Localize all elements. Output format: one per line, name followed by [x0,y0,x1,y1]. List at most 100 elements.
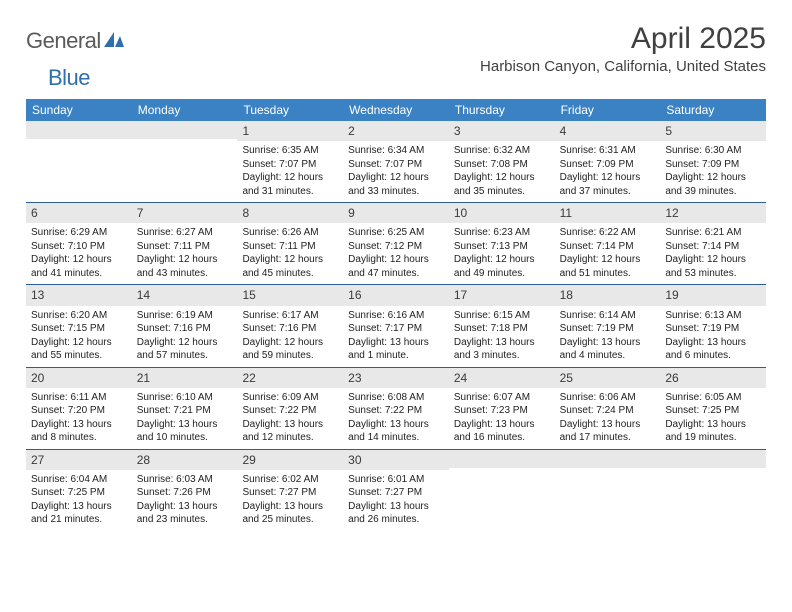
day-body [449,468,555,518]
day-cell: 12Sunrise: 6:21 AMSunset: 7:14 PMDayligh… [660,203,766,284]
day-number [555,450,661,468]
day-body: Sunrise: 6:35 AMSunset: 7:07 PMDaylight:… [237,141,343,202]
day-body: Sunrise: 6:17 AMSunset: 7:16 PMDaylight:… [237,306,343,367]
day-number: 4 [555,121,661,141]
day-body: Sunrise: 6:13 AMSunset: 7:19 PMDaylight:… [660,306,766,367]
day-cell [132,121,238,202]
day-cell [26,121,132,202]
day-cell [449,450,555,531]
day-body: Sunrise: 6:31 AMSunset: 7:09 PMDaylight:… [555,141,661,202]
day-cell: 26Sunrise: 6:05 AMSunset: 7:25 PMDayligh… [660,368,766,449]
day-cell: 2Sunrise: 6:34 AMSunset: 7:07 PMDaylight… [343,121,449,202]
day-number: 28 [132,450,238,470]
day-number: 5 [660,121,766,141]
day-cell: 1Sunrise: 6:35 AMSunset: 7:07 PMDaylight… [237,121,343,202]
day-number: 13 [26,285,132,305]
day-body: Sunrise: 6:06 AMSunset: 7:24 PMDaylight:… [555,388,661,449]
day-body: Sunrise: 6:27 AMSunset: 7:11 PMDaylight:… [132,223,238,284]
day-number: 6 [26,203,132,223]
day-body [26,139,132,189]
week-row: 13Sunrise: 6:20 AMSunset: 7:15 PMDayligh… [26,284,766,366]
day-cell: 19Sunrise: 6:13 AMSunset: 7:19 PMDayligh… [660,285,766,366]
day-cell: 28Sunrise: 6:03 AMSunset: 7:26 PMDayligh… [132,450,238,531]
day-cell: 3Sunrise: 6:32 AMSunset: 7:08 PMDaylight… [449,121,555,202]
week-row: 6Sunrise: 6:29 AMSunset: 7:10 PMDaylight… [26,202,766,284]
day-body: Sunrise: 6:20 AMSunset: 7:15 PMDaylight:… [26,306,132,367]
day-body: Sunrise: 6:05 AMSunset: 7:25 PMDaylight:… [660,388,766,449]
logo-word1: General [26,28,101,54]
day-cell: 7Sunrise: 6:27 AMSunset: 7:11 PMDaylight… [132,203,238,284]
day-body: Sunrise: 6:14 AMSunset: 7:19 PMDaylight:… [555,306,661,367]
day-cell: 9Sunrise: 6:25 AMSunset: 7:12 PMDaylight… [343,203,449,284]
day-body: Sunrise: 6:23 AMSunset: 7:13 PMDaylight:… [449,223,555,284]
day-body: Sunrise: 6:34 AMSunset: 7:07 PMDaylight:… [343,141,449,202]
day-cell: 15Sunrise: 6:17 AMSunset: 7:16 PMDayligh… [237,285,343,366]
day-body: Sunrise: 6:29 AMSunset: 7:10 PMDaylight:… [26,223,132,284]
weeks-container: 1Sunrise: 6:35 AMSunset: 7:07 PMDaylight… [26,121,766,531]
day-number: 1 [237,121,343,141]
day-body: Sunrise: 6:04 AMSunset: 7:25 PMDaylight:… [26,470,132,531]
day-number: 15 [237,285,343,305]
day-number: 10 [449,203,555,223]
day-number [132,121,238,139]
day-body: Sunrise: 6:16 AMSunset: 7:17 PMDaylight:… [343,306,449,367]
location-text: Harbison Canyon, California, United Stat… [480,58,766,75]
day-cell: 8Sunrise: 6:26 AMSunset: 7:11 PMDaylight… [237,203,343,284]
day-cell: 16Sunrise: 6:16 AMSunset: 7:17 PMDayligh… [343,285,449,366]
weekday-header: Friday [555,99,661,121]
day-number [660,450,766,468]
day-cell: 6Sunrise: 6:29 AMSunset: 7:10 PMDaylight… [26,203,132,284]
day-number: 23 [343,368,449,388]
day-cell: 29Sunrise: 6:02 AMSunset: 7:27 PMDayligh… [237,450,343,531]
day-cell: 18Sunrise: 6:14 AMSunset: 7:19 PMDayligh… [555,285,661,366]
day-number: 12 [660,203,766,223]
day-cell [555,450,661,531]
calendar: SundayMondayTuesdayWednesdayThursdayFrid… [26,99,766,531]
weekday-header: Tuesday [237,99,343,121]
day-body: Sunrise: 6:10 AMSunset: 7:21 PMDaylight:… [132,388,238,449]
day-body: Sunrise: 6:02 AMSunset: 7:27 PMDaylight:… [237,470,343,531]
day-number: 24 [449,368,555,388]
day-number: 19 [660,285,766,305]
day-cell [660,450,766,531]
day-number: 22 [237,368,343,388]
day-body: Sunrise: 6:25 AMSunset: 7:12 PMDaylight:… [343,223,449,284]
day-number: 14 [132,285,238,305]
day-number: 2 [343,121,449,141]
day-body: Sunrise: 6:07 AMSunset: 7:23 PMDaylight:… [449,388,555,449]
weekday-header-row: SundayMondayTuesdayWednesdayThursdayFrid… [26,99,766,121]
day-body: Sunrise: 6:26 AMSunset: 7:11 PMDaylight:… [237,223,343,284]
day-body: Sunrise: 6:21 AMSunset: 7:14 PMDaylight:… [660,223,766,284]
day-number: 20 [26,368,132,388]
weekday-header: Sunday [26,99,132,121]
day-number [449,450,555,468]
day-body: Sunrise: 6:32 AMSunset: 7:08 PMDaylight:… [449,141,555,202]
day-body: Sunrise: 6:15 AMSunset: 7:18 PMDaylight:… [449,306,555,367]
weekday-header: Saturday [660,99,766,121]
day-body [132,139,238,189]
day-number: 25 [555,368,661,388]
week-row: 1Sunrise: 6:35 AMSunset: 7:07 PMDaylight… [26,121,766,202]
day-cell: 13Sunrise: 6:20 AMSunset: 7:15 PMDayligh… [26,285,132,366]
day-cell: 22Sunrise: 6:09 AMSunset: 7:22 PMDayligh… [237,368,343,449]
day-cell: 23Sunrise: 6:08 AMSunset: 7:22 PMDayligh… [343,368,449,449]
day-cell: 17Sunrise: 6:15 AMSunset: 7:18 PMDayligh… [449,285,555,366]
day-cell: 4Sunrise: 6:31 AMSunset: 7:09 PMDaylight… [555,121,661,202]
day-cell: 24Sunrise: 6:07 AMSunset: 7:23 PMDayligh… [449,368,555,449]
day-cell: 5Sunrise: 6:30 AMSunset: 7:09 PMDaylight… [660,121,766,202]
day-body [555,468,661,518]
logo-word2: Blue [48,65,90,91]
day-number: 30 [343,450,449,470]
page: General April 2025 Harbison Canyon, Cali… [0,0,792,531]
day-body: Sunrise: 6:08 AMSunset: 7:22 PMDaylight:… [343,388,449,449]
day-body: Sunrise: 6:30 AMSunset: 7:09 PMDaylight:… [660,141,766,202]
day-number: 16 [343,285,449,305]
day-number: 27 [26,450,132,470]
week-row: 20Sunrise: 6:11 AMSunset: 7:20 PMDayligh… [26,367,766,449]
logo-sail-icon [104,30,126,53]
weekday-header: Thursday [449,99,555,121]
day-cell: 14Sunrise: 6:19 AMSunset: 7:16 PMDayligh… [132,285,238,366]
day-number: 9 [343,203,449,223]
day-number: 21 [132,368,238,388]
day-body: Sunrise: 6:22 AMSunset: 7:14 PMDaylight:… [555,223,661,284]
